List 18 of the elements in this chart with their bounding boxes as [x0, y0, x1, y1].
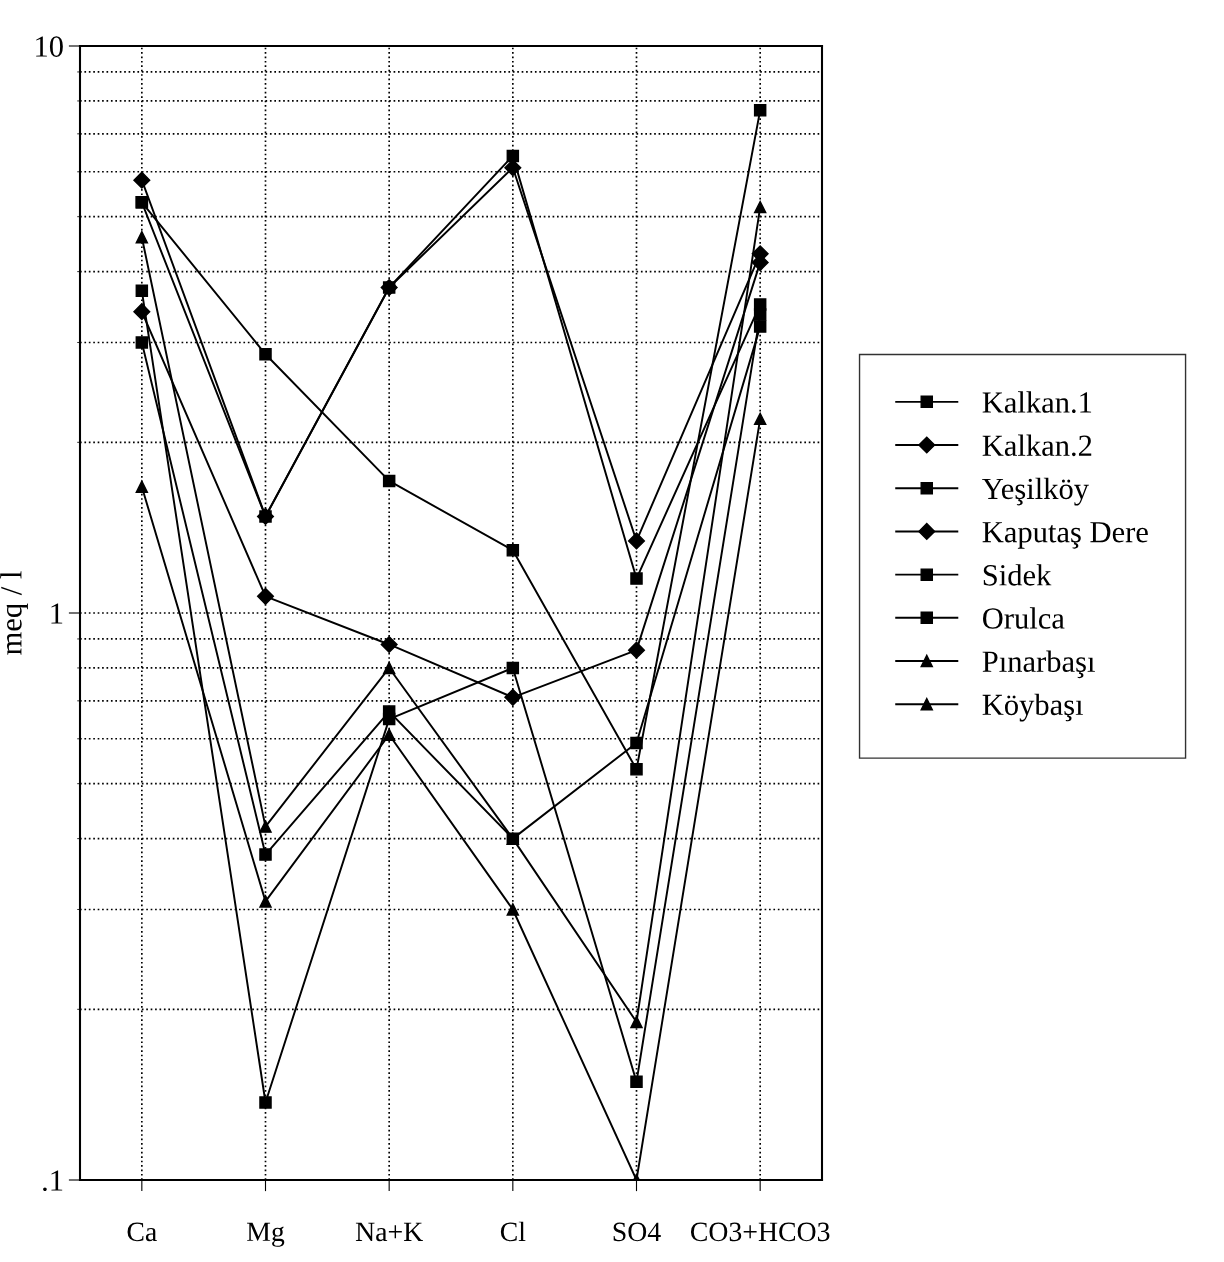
x-tick-label: CO3+HCO3	[690, 1222, 830, 1242]
legend-label: Pınarbaşı	[982, 650, 1095, 679]
legend-label: Orulca	[983, 607, 1065, 629]
x-tick-label: Ca	[127, 1222, 157, 1242]
x-tick-label: Na+K	[355, 1222, 423, 1242]
legend-label: Sidek	[983, 564, 1052, 586]
legend-label: Kalkan.2	[982, 434, 1092, 457]
y-tick-label: 10	[36, 36, 63, 57]
y-axis-title: meq / l	[0, 571, 28, 655]
legend-label: Yeşilköy	[982, 477, 1089, 506]
x-tick-label: Mg	[247, 1222, 285, 1247]
x-tick-label: Cl	[500, 1221, 526, 1242]
legend-label: Kalkan.1	[982, 391, 1092, 413]
legend-label: Kaputaş Dere	[982, 522, 1148, 549]
y-tick-label: 1	[51, 603, 63, 624]
legend-label: Köybaşı	[982, 693, 1084, 722]
y-tick-label: .1	[43, 1170, 63, 1192]
x-tick-label: SO4	[613, 1222, 661, 1242]
